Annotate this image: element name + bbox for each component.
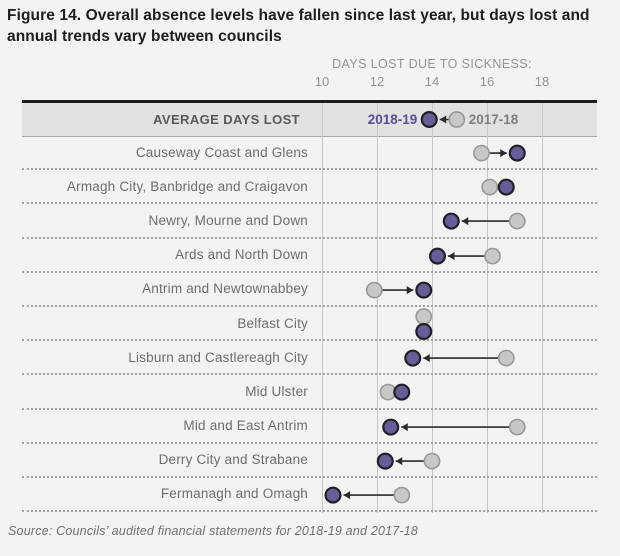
dot-2017-18 <box>481 178 499 196</box>
dot-2018-19 <box>415 322 433 340</box>
council-row: Belfast City <box>22 307 597 342</box>
council-label: Newry, Mourne and Down <box>148 212 308 228</box>
legend-label-2017-18: 2017-18 <box>469 112 519 127</box>
arrow-head <box>343 490 350 499</box>
figure-title: Figure 14. Overall absence levels have f… <box>7 7 590 45</box>
dot-2017-18 <box>484 247 501 265</box>
x-axis-title: DAYS LOST DUE TO SICKNESS: <box>332 57 532 71</box>
dot-2017-18 <box>473 144 490 162</box>
council-row: Mid Ulster <box>22 375 597 410</box>
dot-2017-18 <box>423 452 441 470</box>
council-label: Armagh City, Banbridge and Craigavon <box>66 178 308 194</box>
council-row: Causeway Coast and Glens <box>22 136 597 171</box>
council-row: Lisburn and Castlereagh City <box>22 341 597 376</box>
council-label: Mid and East Antrim <box>183 418 308 434</box>
arrow-head <box>500 149 507 158</box>
council-dumbbell <box>365 281 433 299</box>
source-note: Source: Councils’ audited financial stat… <box>8 524 419 538</box>
dot-2017-18 <box>365 281 383 299</box>
dot-2018-19 <box>420 111 438 129</box>
council-dumbbell <box>481 178 515 196</box>
council-row: Armagh City, Banbridge and Craigavon <box>22 170 597 205</box>
average-row-background <box>22 103 597 137</box>
average-row: AVERAGE DAYS LOST 2018-19 2017-18 <box>22 103 597 136</box>
gridline <box>376 103 378 514</box>
x-axis-tick: 18 <box>534 74 550 89</box>
arrow-head <box>461 217 469 226</box>
council-dumbbell <box>442 212 526 230</box>
dot-2018-19 <box>376 452 394 470</box>
council-row: Ards and North Down <box>22 239 597 273</box>
council-dumbbell <box>473 144 526 162</box>
council-label: Ards and North Down <box>175 247 308 263</box>
council-dumbbell <box>376 452 441 470</box>
x-axis-tick: 16 <box>479 74 495 89</box>
gridline <box>486 103 488 514</box>
dot-2017-18 <box>497 349 515 367</box>
dot-2018-19 <box>442 212 460 230</box>
council-rows: Causeway Coast and Glens Armagh City, Ban… <box>22 136 597 513</box>
dot-2018-19 <box>382 418 400 436</box>
arrow-head <box>395 456 403 465</box>
dot-2017-18 <box>508 418 526 435</box>
x-axis-tick: 12 <box>369 74 385 89</box>
x-axis-tick: 14 <box>424 74 440 89</box>
dot-2017-18 <box>393 486 411 504</box>
council-label: Antrim and Newtownabbey <box>142 281 308 297</box>
council-label: Mid Ulster <box>245 383 308 399</box>
arrow-head <box>448 251 455 260</box>
dot-2018-19 <box>415 281 433 299</box>
legend-dumbbell: 2018-19 2017-18 <box>368 111 519 129</box>
council-dumbbell <box>324 486 411 504</box>
arrow-head <box>423 354 430 363</box>
dot-2018-19 <box>497 178 515 196</box>
council-dumbbell <box>382 418 526 436</box>
arrow-head <box>406 285 414 294</box>
gridline <box>431 103 433 514</box>
council-dumbbell <box>379 383 411 401</box>
arrow-head <box>401 422 408 431</box>
dot-2017-18 <box>448 111 466 128</box>
council-row: Fermanagh and Omagh <box>22 478 597 513</box>
x-axis-tick: 10 <box>314 74 330 89</box>
dot-2017-18 <box>508 213 526 230</box>
council-row: Newry, Mourne and Down <box>22 204 597 239</box>
council-dumbbell <box>404 349 515 367</box>
council-dumbbell <box>415 308 433 340</box>
council-row: Derry City and Strabane <box>22 444 597 478</box>
council-label: Belfast City <box>237 315 308 331</box>
arrow-head <box>439 115 447 124</box>
dot-2018-19 <box>393 383 411 401</box>
council-label: Derry City and Strabane <box>158 452 308 468</box>
council-dumbbell <box>429 247 501 265</box>
dot-2018-19 <box>508 144 526 162</box>
council-row: Mid and East Antrim <box>22 410 597 444</box>
council-label: Lisburn and Castlereagh City <box>128 349 308 365</box>
dot-2018-19 <box>324 486 342 504</box>
dot-2018-19 <box>404 349 422 367</box>
absence-dumbbell-chart: AVERAGE DAYS LOST 2018-19 2017-18 Causewa… <box>22 100 597 514</box>
gridline <box>541 103 543 514</box>
dot-2017-18 <box>415 308 433 325</box>
gridline <box>321 103 323 514</box>
legend-label-2018-19: 2018-19 <box>368 112 418 127</box>
council-label: Fermanagh and Omagh <box>160 486 308 502</box>
average-row-label: AVERAGE DAYS LOST <box>153 112 300 127</box>
dot-2018-19 <box>429 247 447 265</box>
council-row: Antrim and Newtownabbey <box>22 273 597 307</box>
council-label: Causeway Coast and Glens <box>135 144 308 160</box>
